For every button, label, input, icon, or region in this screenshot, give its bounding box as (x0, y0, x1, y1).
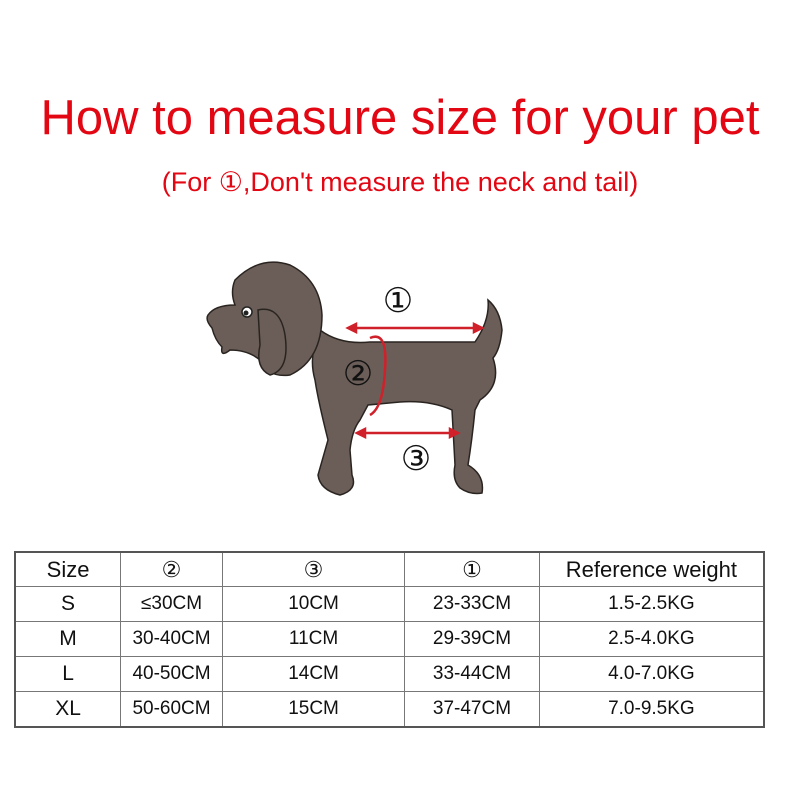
label-length: ① (383, 282, 413, 320)
page-subtitle: (For ①,Don't measure the neck and tail) (161, 167, 639, 197)
table-row: L 40-50CM 14CM 33-44CM 4.0-7.0KG (14, 656, 765, 692)
dog-illustration (206, 261, 503, 496)
cell-leg-gap: 10CM (221, 586, 406, 622)
table-row: M 30-40CM 11CM 29-39CM 2.5-4.0KG (14, 621, 765, 657)
cell-size: L (14, 656, 122, 692)
cell-length: 37-47CM (404, 691, 540, 728)
header-chest: ② (120, 551, 223, 587)
label-chest: ② (343, 355, 373, 393)
cell-weight: 2.5-4.0KG (538, 621, 765, 657)
table-row: S ≤30CM 10CM 23-33CM 1.5-2.5KG (14, 586, 765, 622)
cell-size: XL (14, 691, 122, 728)
cell-length: 33-44CM (404, 656, 540, 692)
cell-length: 23-33CM (404, 586, 540, 622)
dog-measurement-diagram: ① ② ③ (206, 261, 503, 496)
table-header-row: Size ② ③ ① Reference weight (14, 551, 765, 587)
table-row: XL 50-60CM 15CM 37-47CM 7.0-9.5KG (14, 691, 765, 728)
cell-chest: ≤30CM (120, 586, 223, 622)
cell-size: S (14, 586, 122, 622)
header-length: ① (404, 551, 540, 587)
cell-length: 29-39CM (404, 621, 540, 657)
cell-chest: 30-40CM (120, 621, 223, 657)
header-leg-gap: ③ (221, 551, 406, 587)
cell-leg-gap: 11CM (221, 621, 406, 657)
cell-size: M (14, 621, 122, 657)
cell-leg-gap: 14CM (221, 656, 406, 692)
measurement-arrows (345, 321, 485, 440)
page-title: How to measure size for your pet (40, 91, 760, 145)
header-size: Size (14, 551, 122, 587)
cell-weight: 1.5-2.5KG (538, 586, 765, 622)
label-leg-gap: ③ (401, 440, 431, 478)
header-weight: Reference weight (538, 551, 765, 587)
size-chart-table: Size ② ③ ① Reference weight S ≤30CM 10CM… (14, 551, 765, 728)
cell-weight: 4.0-7.0KG (538, 656, 765, 692)
cell-chest: 50-60CM (120, 691, 223, 728)
cell-weight: 7.0-9.5KG (538, 691, 765, 728)
cell-leg-gap: 15CM (221, 691, 406, 728)
cell-chest: 40-50CM (120, 656, 223, 692)
